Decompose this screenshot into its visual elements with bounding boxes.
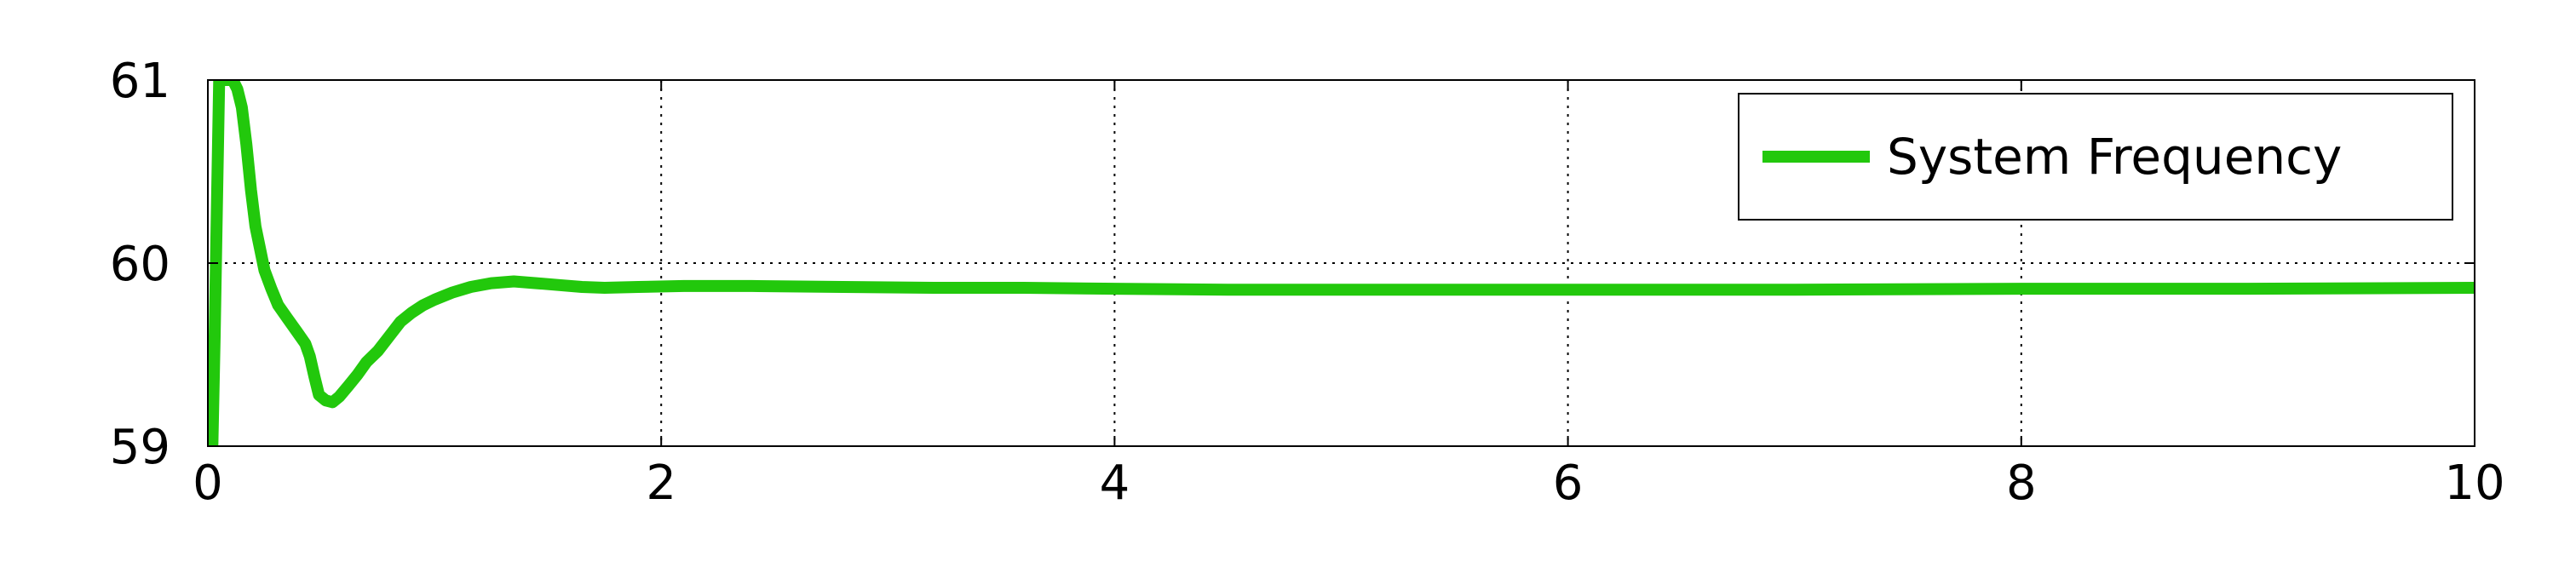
series-line [208,80,2475,446]
x-tick-label: 10 [2444,456,2504,511]
legend: System Frequency [1738,93,2453,221]
x-tick-label: 4 [1100,456,1130,511]
y-tick-label: 61 [110,54,170,109]
axis-ticks: 0 2 4 6 8 10 59 60 61 [110,54,2505,511]
y-tick-label: 59 [110,420,170,475]
y-tick-label: 60 [110,237,170,292]
x-tick-label: 2 [646,456,676,511]
x-tick-label: 8 [2006,456,2037,511]
x-tick-label: 6 [1553,456,1584,511]
legend-label: System Frequency [1887,128,2342,186]
series-layer [208,80,2475,446]
x-tick-label: 0 [193,456,223,511]
